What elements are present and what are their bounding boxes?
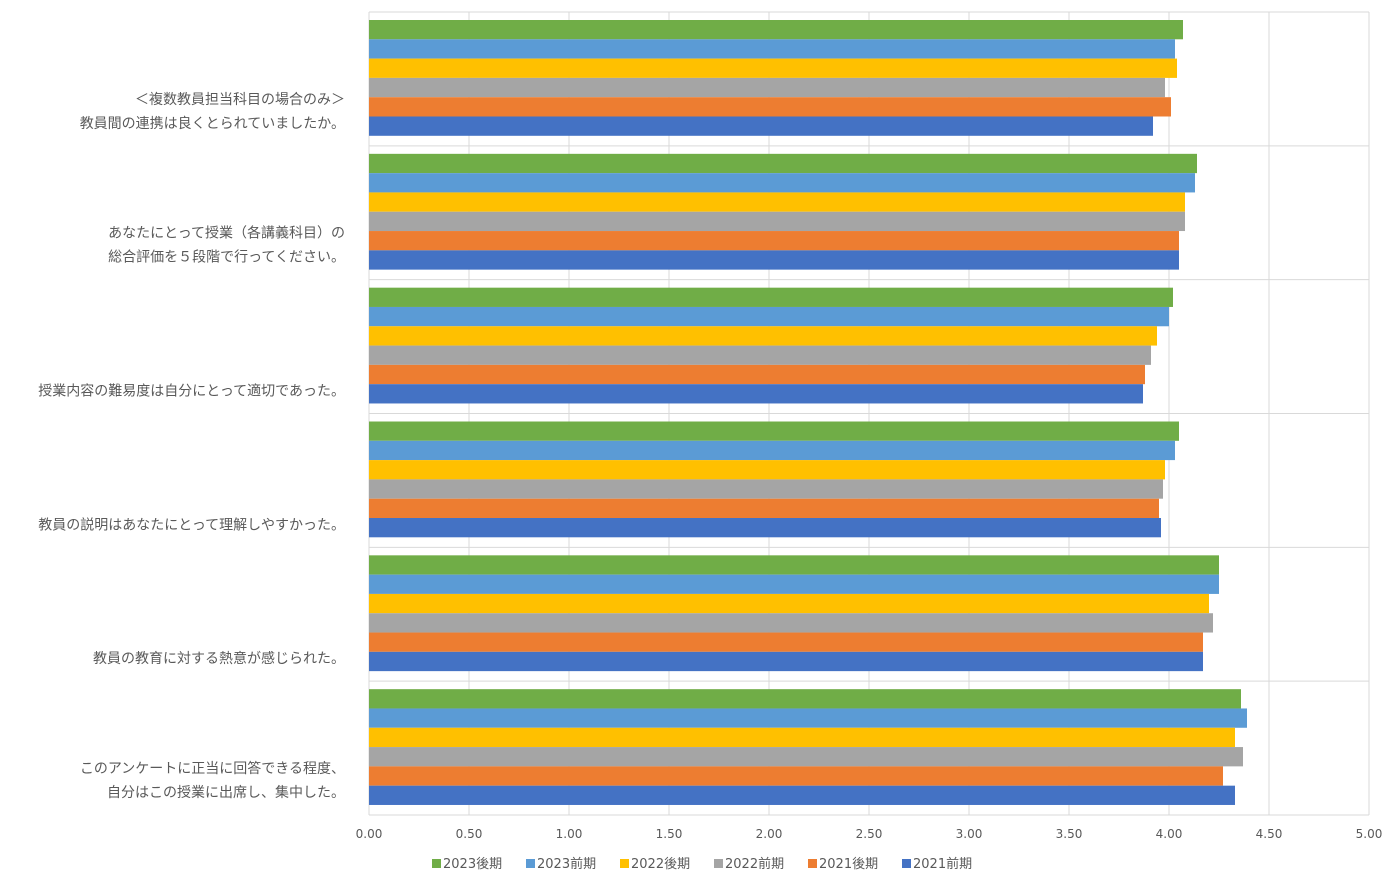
legend-swatch	[526, 859, 535, 868]
x-axis-ticks: 0.00 0.50 1.00 1.50 2.00 2.50 3.00 3.50 4.00 4.50…	[356, 827, 1383, 841]
x-tick-label: 3.00	[956, 827, 983, 841]
bar-2021後期	[369, 364, 1145, 385]
bar-2021後期	[369, 498, 1159, 518]
bar-2021後期	[369, 766, 1223, 786]
bar-2021前期	[369, 384, 1143, 404]
x-tick-label: 4.50	[1256, 827, 1283, 841]
x-tick-label: 0.50	[456, 827, 483, 841]
bar-2021後期	[369, 632, 1203, 652]
bar-2022前期	[369, 613, 1213, 633]
category-label-line: ＜複数教員担当科目の場合のみ＞	[135, 91, 345, 108]
category-label-line: 自分はこの授業に出席し、集中した。	[107, 784, 345, 801]
legend-label: 2021前期	[913, 856, 972, 872]
x-tick-label: 5.00	[1356, 827, 1383, 841]
legend-label: 2022前期	[725, 856, 784, 872]
bar-2023前期	[369, 173, 1195, 193]
x-tick-label: 1.50	[656, 827, 683, 841]
category-label-line: 授業内容の難易度は自分にとって適切であった。	[38, 383, 345, 400]
category-label: あなたにとって授業（各講義科目）の総合評価を５段階で行ってください。	[108, 225, 345, 266]
x-tick-label: 4.00	[1156, 827, 1183, 841]
bar-2022前期	[369, 345, 1151, 365]
bar-2021前期	[369, 518, 1161, 538]
category-label: 教員の教育に対する熱意が感じられた。	[93, 650, 345, 667]
bar-2022後期	[369, 727, 1235, 748]
bar-2023後期	[369, 20, 1183, 40]
bar-2021後期	[369, 231, 1179, 251]
category-label-line: 総合評価を５段階で行ってください。	[108, 250, 345, 266]
bar-2022前期	[369, 77, 1165, 98]
legend-swatch	[432, 859, 441, 868]
bar-2022後期	[369, 58, 1177, 78]
bar-2022後期	[369, 192, 1185, 212]
bar-2022後期	[369, 326, 1157, 346]
bar-2022後期	[369, 460, 1165, 480]
x-tick-label: 1.00	[556, 827, 583, 841]
legend-swatch	[620, 859, 629, 868]
legend-label: 2022後期	[631, 857, 690, 872]
bar-2021前期	[369, 785, 1235, 805]
bar-2021前期	[369, 250, 1179, 270]
bar-2023前期	[369, 708, 1247, 728]
category-label: 授業内容の難易度は自分にとって適切であった。	[38, 383, 345, 400]
bar-2021前期	[369, 651, 1203, 672]
legend-swatch	[714, 859, 723, 868]
category-label-line: あなたにとって授業（各講義科目）の	[108, 225, 345, 242]
bar-2022前期	[369, 211, 1185, 232]
category-label-line: このアンケートに正当に回答できる程度、	[80, 760, 345, 777]
x-tick-label: 2.00	[756, 827, 783, 841]
x-tick-label: 3.50	[1056, 827, 1083, 841]
legend-label: 2023前期	[537, 856, 596, 872]
category-label: 教員の説明はあなたにとって理解しやすかった。	[38, 517, 345, 533]
bar-2021後期	[369, 97, 1171, 117]
bar-2023後期	[369, 689, 1241, 709]
category-label-line: 教員の教育に対する熱意が感じられた。	[93, 650, 345, 667]
bar-2023前期	[369, 440, 1175, 461]
bar-2021前期	[369, 116, 1153, 136]
category-label: このアンケートに正当に回答できる程度、自分はこの授業に出席し、集中した。	[80, 760, 345, 801]
bar-2023前期	[369, 574, 1219, 594]
category-label-line: 教員間の連携は良くとられていましたか。	[80, 116, 345, 132]
bar-2022前期	[369, 479, 1163, 499]
legend-label: 2023後期	[443, 857, 502, 872]
legend-label: 2021後期	[819, 857, 878, 872]
category-label-line: 教員の説明はあなたにとって理解しやすかった。	[38, 517, 345, 533]
x-tick-label: 2.50	[856, 827, 883, 841]
legend-swatch	[902, 859, 911, 868]
bar-2023後期	[369, 287, 1173, 307]
bar-2023後期	[369, 421, 1179, 441]
category-labels: ＜複数教員担当科目の場合のみ＞ 教員間の連携は良くとられていましたか。あなたにとっ…	[38, 91, 345, 801]
legend-swatch	[808, 859, 817, 868]
x-tick-label: 0.00	[356, 827, 383, 841]
bar-2023後期	[369, 153, 1197, 174]
category-label: ＜複数教員担当科目の場合のみ＞ 教員間の連携は良くとられていましたか。	[80, 91, 345, 132]
bar-2023前期	[369, 306, 1169, 327]
bar-2023後期	[369, 555, 1219, 575]
bar-2022後期	[369, 593, 1209, 614]
legend: 2023後期 2023前期 2022後期 2022前期 2021後期 2021前期	[432, 856, 972, 872]
bar-2022前期	[369, 747, 1243, 767]
bars-layer	[369, 20, 1247, 805]
grid-layer	[368, 11, 1370, 816]
bar-2023前期	[369, 39, 1175, 59]
